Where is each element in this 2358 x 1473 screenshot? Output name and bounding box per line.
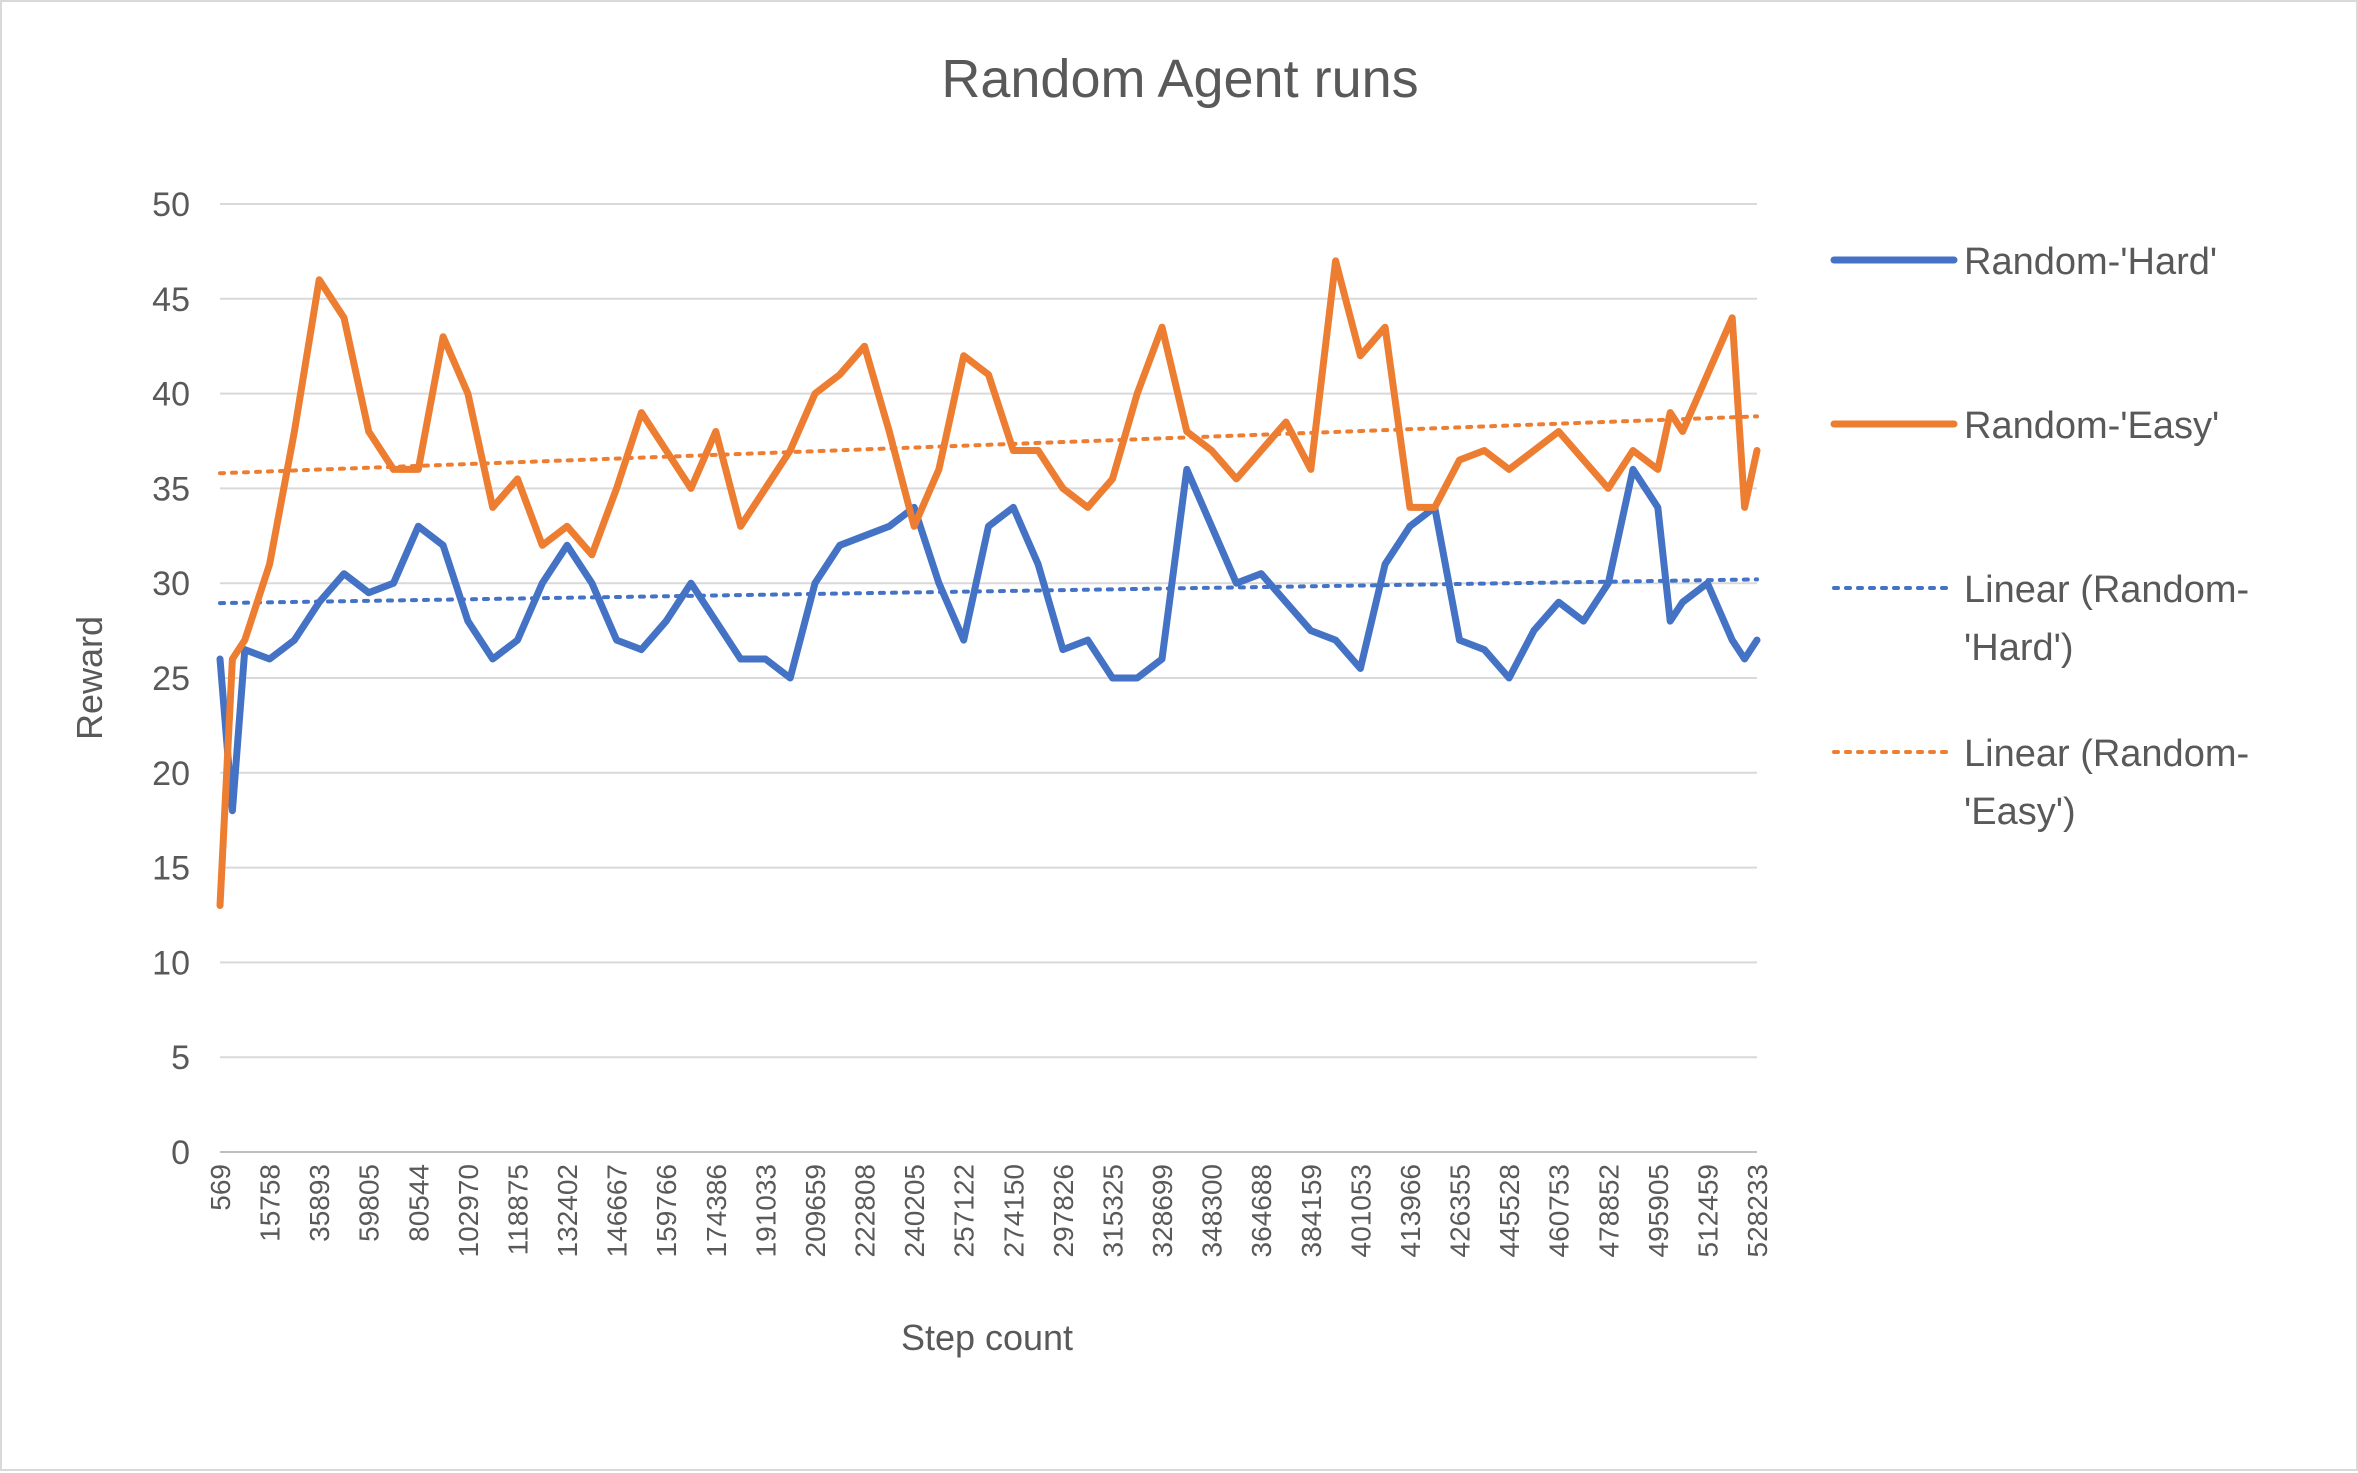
x-tick-label: 569 [205,1164,236,1211]
x-tick-label: 384159 [1296,1164,1327,1257]
x-tick-label: 315325 [1097,1164,1128,1257]
x-tick-label: 159766 [651,1164,682,1257]
chart-title: Random Agent runs [941,49,1418,109]
y-axis-title: Reward [69,616,110,740]
y-tick-label: 45 [152,281,190,319]
x-tick-label: 495905 [1643,1164,1674,1257]
legend-label: Linear (Random- [1964,569,2249,611]
y-tick-label: 20 [152,755,190,793]
y-tick-label: 15 [152,850,190,888]
x-tick-label: 460753 [1544,1164,1575,1257]
x-axis-ticks: 569 15758 35893 59805 80544 102970 118875 13240… [205,1164,1773,1257]
x-tick-label: 364688 [1246,1164,1277,1257]
x-tick-label: 15758 [255,1164,286,1242]
y-tick-label: 25 [152,660,190,698]
y-axis-ticks: 0 5 10 15 20 25 30 35 40 45 50 [152,186,190,1172]
x-tick-label: 274150 [998,1164,1029,1257]
x-tick-label: 209659 [800,1164,831,1257]
y-tick-label: 35 [152,470,190,508]
x-tick-label: 102970 [453,1164,484,1257]
x-tick-label: 445528 [1494,1164,1525,1257]
x-tick-label: 478852 [1593,1164,1624,1257]
x-tick-label: 174386 [701,1164,732,1257]
x-tick-label: 401053 [1345,1164,1376,1257]
legend-label: Random-'Hard' [1964,241,2217,283]
x-tick-label: 146667 [602,1164,633,1257]
x-tick-label: 257122 [949,1164,980,1257]
y-tick-label: 0 [171,1134,190,1172]
y-tick-label: 40 [152,376,190,414]
x-tick-label: 413966 [1395,1164,1426,1257]
x-tick-label: 240205 [899,1164,930,1257]
legend: Random-'Hard' Random-'Easy' Linear (Random… [1830,241,2249,833]
x-tick-label: 426355 [1445,1164,1476,1257]
x-tick-label: 297826 [1048,1164,1079,1257]
x-tick-label: 132402 [552,1164,583,1257]
series-lines [216,257,1761,909]
x-tick-label: 118875 [502,1164,533,1255]
legend-label: 'Easy') [1964,791,2076,833]
x-tick-label: 512459 [1692,1164,1723,1257]
trendline [218,414,1759,476]
x-tick-label: 191033 [750,1164,781,1257]
legend-label: Random-'Easy' [1964,405,2219,447]
x-tick-label: 59805 [354,1164,385,1242]
x-tick-label: 528233 [1742,1164,1773,1257]
x-tick-label: 328699 [1147,1164,1178,1257]
trend-lines [218,414,1759,606]
x-axis-title: Step count [901,1317,1073,1358]
series-line [216,465,1761,815]
y-tick-label: 5 [171,1039,190,1077]
legend-label: Linear (Random- [1964,733,2249,775]
gridlines [220,203,1757,1059]
y-tick-label: 50 [152,186,190,224]
legend-label: 'Hard') [1964,627,2074,669]
x-tick-label: 348300 [1197,1164,1228,1257]
x-tick-label: 222808 [850,1164,881,1257]
y-tick-label: 10 [152,944,190,982]
y-tick-label: 30 [152,565,190,603]
x-tick-label: 80544 [403,1164,434,1242]
x-tick-label: 35893 [304,1164,335,1242]
trendline [218,577,1759,606]
series-line [216,257,1761,909]
